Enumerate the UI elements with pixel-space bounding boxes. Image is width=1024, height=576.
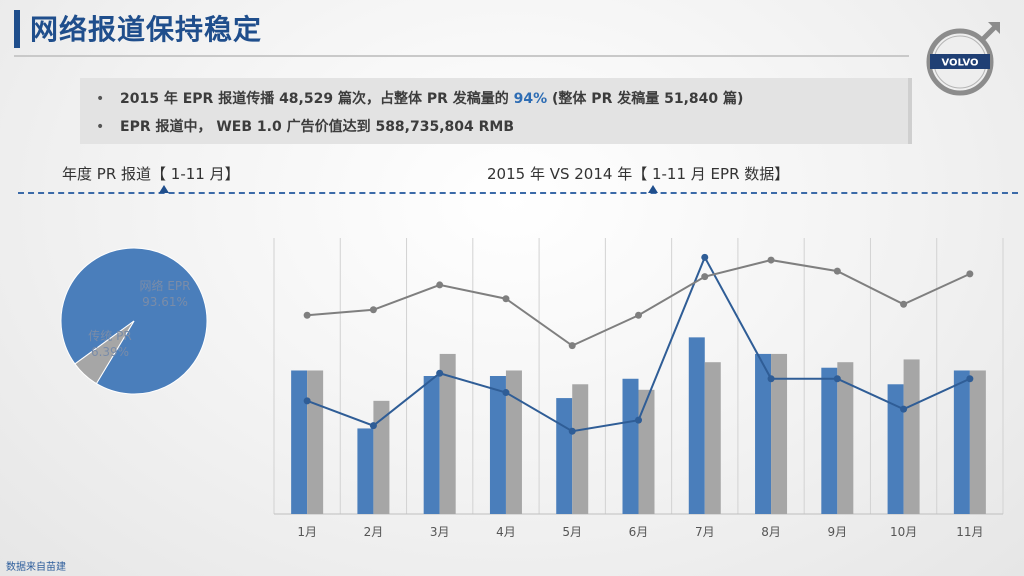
line-point [767,375,775,383]
bullet-1-text: 2015 年 EPR 报道传播 48,529 篇次，占整体 PR 发稿量的 [120,91,514,107]
line-point [502,295,510,303]
bar [903,359,920,514]
bar [638,389,655,514]
bar [556,398,573,514]
line-point [303,311,311,319]
logo-band [930,54,990,69]
line-point [568,342,576,350]
line-point [701,273,709,281]
bullet-1-tail: (整体 PR 发稿量 51,840 篇) [547,91,744,107]
line-point [436,281,444,289]
bar [423,376,440,514]
bar [291,370,308,514]
bar [755,353,772,514]
bar [771,353,788,514]
bar [439,353,456,514]
volvo-logo: VOLVO [926,22,1000,96]
bullet-1-highlight: 94% [513,91,548,107]
bar [821,367,838,514]
bar [373,400,390,514]
x-tick-label: 3月 [430,525,450,539]
x-tick-label: 2月 [364,525,384,539]
x-tick-label: 9月 [827,525,847,539]
pie-slice [74,320,135,385]
pie-slice-value-label: 6.39% [91,345,129,359]
bar [837,362,854,514]
bar [572,384,589,514]
x-tick-label: 10月 [890,525,917,539]
bullet-marker: • [96,119,105,135]
x-tick-label: 11月 [956,525,983,539]
x-tick-label: 8月 [761,525,781,539]
line-point [900,300,908,308]
bar [688,337,705,514]
pie-slice-label: 网络 EPR [140,278,191,293]
line-point [369,422,377,430]
line-point [568,427,576,435]
title-bar: 网络报道保持稳定 [0,0,1024,58]
logo-text: VOLVO [941,58,978,69]
pie-chart: 网络 EPR 93.61% 传统 PR 6.39% [60,247,208,395]
line-point [966,375,974,383]
bullet-2-text: EPR 报道中， WEB 1.0 广告价值达到 588,735,804 RMB [120,119,515,135]
bar [505,370,522,514]
bar-section-heading: 2015 年 VS 2014 年【 1-11 月 EPR 数据】 [487,165,790,183]
title-divider [14,55,909,57]
bar [704,362,721,514]
bar [887,384,904,514]
bar [357,428,374,514]
x-tick-label: 7月 [695,525,715,539]
summary-box: • 2015 年 EPR 报道传播 48,529 篇次，占整体 PR 发稿量的 9… [80,78,912,144]
line-point [635,311,642,319]
pie-slice-value-label: 93.61% [142,295,188,309]
bar [489,376,506,514]
line-point [369,306,377,314]
data-source-note: 数据来自苗建 [6,562,66,573]
line-point [900,405,908,413]
x-tick-label: 1月 [297,525,317,539]
bullet-marker: • [96,91,105,107]
x-tick-label: 4月 [496,525,516,539]
pie-slice-label: 传统 PR [88,328,131,343]
combo-chart: 1月 2月 3月 4月 5月 6月 7月 8月 9月 10月 11月 [273,238,1004,539]
title-accent [14,10,20,48]
bar [307,370,324,514]
pie-section-heading: 年度 PR 报道【 1-11 月】 [62,165,240,183]
logo-ring [926,28,994,96]
line-point [966,270,974,278]
line-point [767,256,775,264]
summary-bullet-2: • EPR 报道中， WEB 1.0 广告价值达到 588,735,804 RMB [96,116,514,136]
line-point [701,253,709,261]
x-tick-label: 6月 [629,525,649,539]
logo-arrow-shaft [981,24,998,41]
logo-arrow-head [988,22,1000,34]
page-title: 网络报道保持稳定 [30,13,263,46]
line-point [303,397,311,405]
line-point [833,267,841,275]
bar [622,378,639,514]
section-divider [18,192,1018,194]
line-point [436,369,444,377]
summary-bullet-1: • 2015 年 EPR 报道传播 48,529 篇次，占整体 PR 发稿量的 9… [96,88,743,108]
divider-marker-left [159,185,169,193]
line-point [635,416,642,424]
bar [953,370,970,514]
line-point [502,389,510,397]
bar [969,370,986,514]
x-tick-label: 5月 [562,525,582,539]
line-point [833,375,841,383]
divider-marker-right [648,185,658,193]
